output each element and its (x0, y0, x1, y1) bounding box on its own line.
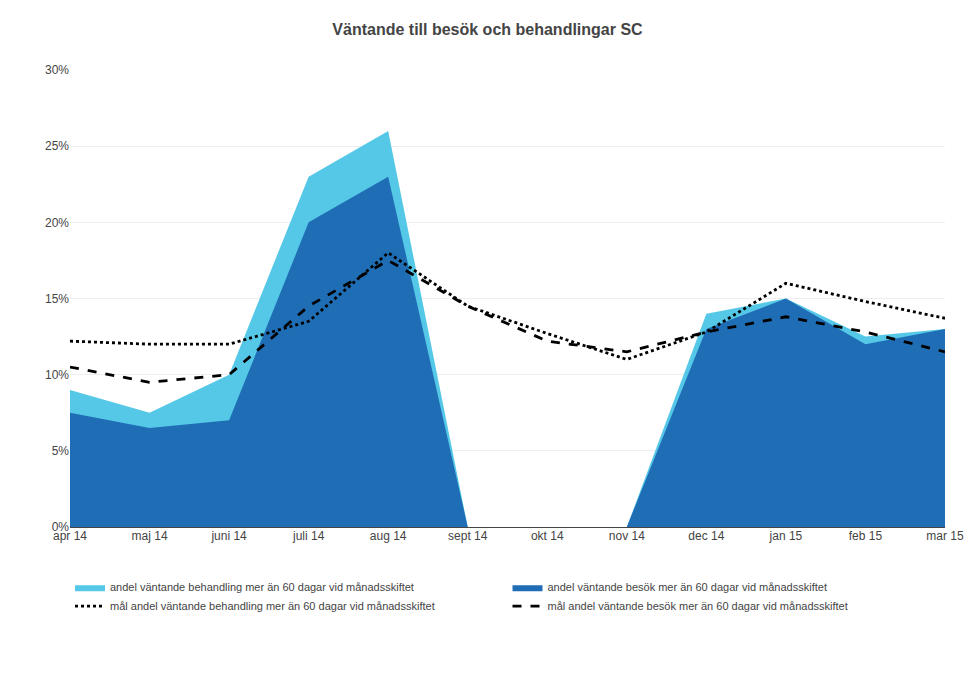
svg-text:juli 14: juli 14 (292, 529, 325, 543)
svg-text:sept 14: sept 14 (448, 529, 488, 543)
svg-text:aug 14: aug 14 (370, 529, 407, 543)
svg-text:30%: 30% (45, 63, 69, 77)
svg-text:apr 14: apr 14 (53, 529, 87, 543)
svg-text:0%: 0% (52, 520, 70, 534)
svg-text:maj 14: maj 14 (132, 529, 168, 543)
svg-text:andel väntande behandling mer: andel väntande behandling mer än 60 daga… (110, 581, 414, 593)
svg-text:okt 14: okt 14 (531, 529, 564, 543)
svg-text:andel väntande besök mer än 60: andel väntande besök mer än 60 dagar vid… (548, 581, 827, 593)
svg-text:nov 14: nov 14 (609, 529, 645, 543)
svg-text:jan 15: jan 15 (769, 529, 803, 543)
svg-text:20%: 20% (45, 216, 69, 230)
svg-text:15%: 15% (45, 292, 69, 306)
svg-text:juni 14: juni 14 (210, 529, 247, 543)
svg-text:10%: 10% (45, 368, 69, 382)
svg-text:mål andel väntande besök mer ä: mål andel väntande besök mer än 60 dagar… (548, 600, 848, 612)
svg-text:Väntande till besök och behand: Väntande till besök och behandlingar SC (332, 21, 643, 38)
svg-text:feb 15: feb 15 (849, 529, 883, 543)
svg-text:mål andel väntande behandling: mål andel väntande behandling mer än 60 … (110, 600, 435, 612)
svg-text:mar 15: mar 15 (926, 529, 964, 543)
svg-text:5%: 5% (52, 444, 70, 458)
svg-text:25%: 25% (45, 139, 69, 153)
svg-text:dec 14: dec 14 (688, 529, 724, 543)
